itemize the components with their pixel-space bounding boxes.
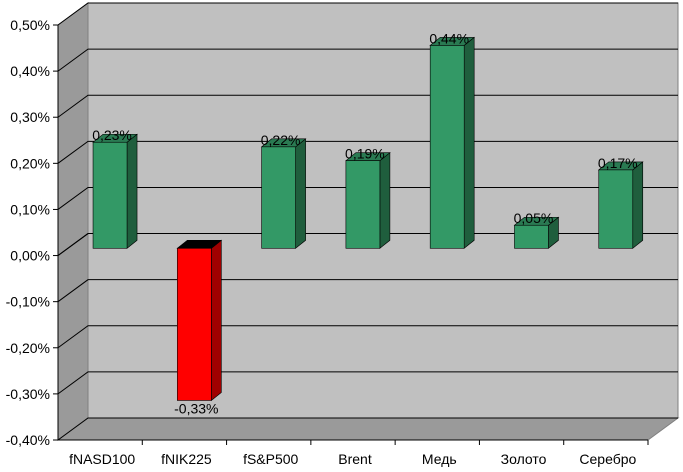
bar-front (92, 141, 128, 249)
bar-fNASD100 (92, 133, 138, 249)
bar-front (598, 169, 634, 249)
bar-Серебро (597, 161, 644, 249)
y-tick-label: 0,00% (10, 248, 50, 264)
y-tick-label: 0,10% (10, 201, 50, 217)
gridline (57, 2, 678, 26)
bar-Золото (513, 216, 560, 249)
bar-side (379, 152, 391, 249)
y-tick-label: 0,20% (10, 155, 50, 171)
bar-front (177, 247, 212, 401)
data-label: 0,22% (261, 132, 301, 148)
bar-side (463, 36, 475, 249)
data-label: 0,05% (514, 210, 554, 226)
gridline (57, 94, 678, 118)
y-tick-label: -0,20% (6, 340, 50, 356)
y-tick-label: 0,50% (10, 17, 50, 33)
x-category-label: fNIK225 (161, 451, 212, 467)
gridline (57, 279, 678, 303)
x-category-label: Медь (422, 451, 457, 467)
bar-fS&P500 (260, 138, 307, 249)
gridline (57, 325, 678, 349)
bar-front (261, 146, 296, 249)
y-tick-label: 0,30% (10, 109, 50, 125)
data-label: 0,44% (429, 30, 469, 46)
bar-side (632, 161, 644, 249)
y-tick-label: -0,30% (6, 386, 50, 402)
data-label: -0,33% (174, 400, 218, 416)
chart-floor (56, 417, 680, 441)
y-tick-label: 0,40% (10, 63, 50, 79)
bar-Медь (429, 36, 476, 249)
chart-side-wall (57, 2, 89, 441)
data-label: 0,19% (345, 146, 385, 162)
x-category-label: fNASD100 (69, 451, 135, 467)
bar-front (345, 160, 381, 249)
bar-side (295, 138, 306, 249)
x-category-label: Brent (338, 451, 372, 467)
x-category-label: fS&P500 (243, 451, 298, 467)
bar-front (429, 45, 465, 249)
gridline (57, 48, 678, 72)
gridline (57, 186, 678, 210)
bar-front (514, 224, 549, 249)
bar-fNIK225 (176, 239, 223, 402)
y-tick-label: -0,40% (6, 432, 50, 448)
data-label: 0,23% (92, 127, 132, 143)
gridline (57, 417, 678, 441)
x-category-label: Золото (501, 451, 547, 467)
bar-side (126, 133, 138, 249)
y-tick-label: -0,10% (6, 294, 50, 310)
gridline (57, 140, 678, 164)
zero-baseline (57, 233, 678, 256)
gridline (57, 371, 678, 395)
data-label: 0,17% (598, 155, 638, 171)
bar-side (211, 239, 222, 402)
x-category-label: Серебро (579, 451, 636, 467)
bar-Brent (345, 152, 391, 249)
